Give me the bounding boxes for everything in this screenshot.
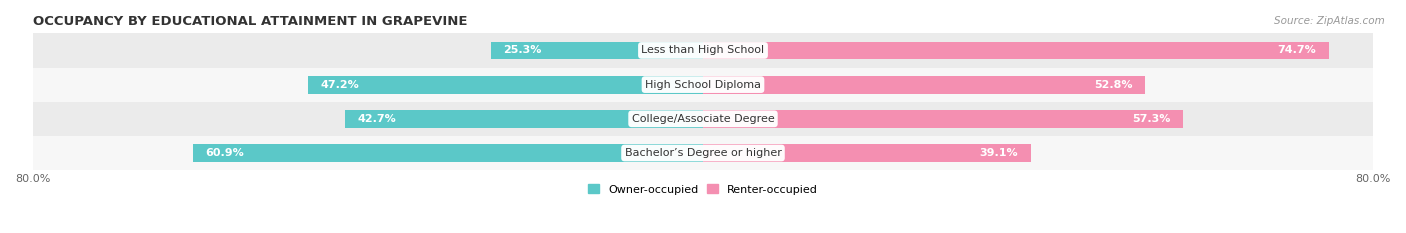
Bar	[32, 136, 1374, 170]
Bar	[703, 110, 1182, 128]
Text: 42.7%: 42.7%	[357, 114, 396, 124]
Text: 57.3%: 57.3%	[1132, 114, 1171, 124]
Text: Source: ZipAtlas.com: Source: ZipAtlas.com	[1274, 16, 1385, 26]
Text: Less than High School: Less than High School	[641, 45, 765, 55]
Text: OCCUPANCY BY EDUCATIONAL ATTAINMENT IN GRAPEVINE: OCCUPANCY BY EDUCATIONAL ATTAINMENT IN G…	[32, 15, 467, 28]
Text: 47.2%: 47.2%	[321, 80, 359, 90]
Bar	[491, 41, 703, 59]
Legend: Owner-occupied, Renter-occupied: Owner-occupied, Renter-occupied	[588, 184, 818, 195]
Text: 74.7%: 74.7%	[1278, 45, 1316, 55]
Text: 39.1%: 39.1%	[980, 148, 1018, 158]
Bar	[703, 144, 1031, 162]
Text: Bachelor’s Degree or higher: Bachelor’s Degree or higher	[624, 148, 782, 158]
Text: 60.9%: 60.9%	[205, 148, 245, 158]
Text: College/Associate Degree: College/Associate Degree	[631, 114, 775, 124]
Bar	[308, 76, 703, 93]
Bar	[703, 76, 1146, 93]
Bar	[32, 68, 1374, 102]
Text: High School Diploma: High School Diploma	[645, 80, 761, 90]
Bar	[346, 110, 703, 128]
Bar	[32, 33, 1374, 68]
Text: 52.8%: 52.8%	[1094, 80, 1133, 90]
Bar	[703, 41, 1329, 59]
Bar	[193, 144, 703, 162]
Bar	[32, 102, 1374, 136]
Text: 25.3%: 25.3%	[503, 45, 541, 55]
